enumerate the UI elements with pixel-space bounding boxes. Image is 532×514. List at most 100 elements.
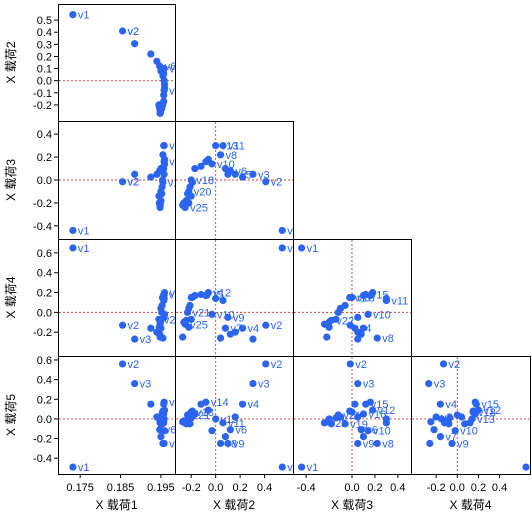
y-tick-label: -0.2 <box>33 198 52 210</box>
point-v9 <box>224 170 232 178</box>
point-label-v1: v1 <box>287 225 299 237</box>
point-v15 <box>197 290 205 299</box>
point-label-v14: v14 <box>169 85 187 97</box>
point-label-v9: v9 <box>457 438 469 450</box>
point-v26 <box>437 415 446 423</box>
point-v24 <box>156 333 164 341</box>
y-tick-label: 0.0 <box>37 76 52 88</box>
point-v2 <box>262 360 270 368</box>
point-v5 <box>231 413 239 421</box>
y-tick-label: -0.4 <box>33 453 52 465</box>
cell-frame-l1-l3 <box>58 121 176 240</box>
y-tick-label: 0.2 <box>37 394 52 406</box>
point-v9 <box>448 439 456 448</box>
point-v3 <box>249 335 257 343</box>
point-v10 <box>160 427 169 435</box>
point-v8 <box>426 439 434 448</box>
point-label-v6: v6 <box>235 166 247 178</box>
x-tick-label: 0.195 <box>147 482 175 494</box>
point-v7 <box>221 164 230 173</box>
point-v26 <box>325 323 333 331</box>
x-tick-label: 0.4 <box>257 482 272 494</box>
point-v21 <box>453 411 461 419</box>
point-v1 <box>297 244 306 252</box>
point-v10 <box>364 427 372 435</box>
point-v3 <box>131 40 139 48</box>
point-v26 <box>185 323 193 331</box>
point-v4 <box>238 400 247 408</box>
point-v2 <box>439 360 448 368</box>
point-label-v8: v8 <box>226 438 238 450</box>
y-tick-label: 0.6 <box>37 248 52 260</box>
point-v27 <box>332 315 340 323</box>
point-v8 <box>216 439 225 448</box>
y-tick-label: 0.0 <box>37 175 52 187</box>
point-v8 <box>373 439 381 448</box>
point-v2 <box>262 321 270 329</box>
point-label-v10: v10 <box>373 309 391 321</box>
y-tick-label: 0.5 <box>37 15 52 27</box>
point-v15 <box>197 400 205 408</box>
point-v11 <box>219 142 227 150</box>
y-tick-label: -0.2 <box>33 434 52 446</box>
point-label-v1: v1 <box>287 462 299 474</box>
point-label-v2: v2 <box>271 320 283 332</box>
point-v7 <box>359 324 368 332</box>
point-v9 <box>224 313 232 321</box>
point-v2 <box>118 360 127 368</box>
point-label-v15: v15 <box>371 399 389 411</box>
point-label-v15: v15 <box>206 290 224 302</box>
y-tick-label: -0.2 <box>33 100 52 112</box>
point-v4 <box>238 173 247 181</box>
point-v11 <box>219 296 227 305</box>
point-label-v6: v6 <box>165 61 177 73</box>
point-v13 <box>212 142 220 150</box>
point-v24 <box>427 418 435 426</box>
y-axis-title: X 载荷5 <box>4 394 18 436</box>
point-label-v11: v11 <box>391 295 408 307</box>
y-axis-title: X 载荷3 <box>4 159 18 201</box>
x-tick-label: 0.2 <box>471 482 486 494</box>
point-label-v2: v2 <box>355 359 367 371</box>
point-label-v9: v9 <box>233 312 245 324</box>
point-v9 <box>160 439 168 448</box>
point-label-v8: v8 <box>382 333 394 345</box>
point-v14 <box>202 158 210 166</box>
point-v27 <box>332 414 340 422</box>
point-label-v9: v9 <box>169 438 181 450</box>
point-label-v7: v7 <box>445 432 457 444</box>
point-v10 <box>451 427 459 435</box>
x-tick-label: -0.4 <box>297 482 316 494</box>
point-v6 <box>226 330 234 338</box>
point-v2 <box>118 321 127 329</box>
point-v21 <box>334 308 342 316</box>
point-label-v22: v22 <box>336 315 354 327</box>
point-label-v25: v25 <box>330 418 348 430</box>
point-v27 <box>187 192 195 200</box>
point-label-v4: v4 <box>360 323 372 335</box>
point-label-v6: v6 <box>366 425 378 437</box>
point-v13 <box>382 415 390 423</box>
point-label-v2: v2 <box>271 177 283 189</box>
y-tick-label: 0.6 <box>37 355 52 367</box>
point-label-v2: v2 <box>449 359 461 371</box>
point-v26 <box>185 199 193 207</box>
point-v2 <box>118 27 127 35</box>
point-label-v4: v4 <box>248 399 260 411</box>
point-v1 <box>522 463 530 471</box>
point-label-v13: v13 <box>169 141 187 153</box>
point-v3 <box>249 170 257 178</box>
point-label-v15: v15 <box>481 399 499 411</box>
point-v4 <box>351 400 359 408</box>
x-tick-label: 0.0 <box>450 482 465 494</box>
point-label-v21: v21 <box>193 307 211 319</box>
x-tick-label: 0.4 <box>492 482 507 494</box>
point-v3 <box>131 335 139 343</box>
point-label-v2: v2 <box>128 26 140 38</box>
point-label-v2: v2 <box>128 177 140 189</box>
y-tick-label: 0.0 <box>37 307 52 319</box>
point-v15 <box>197 162 205 170</box>
point-v10 <box>208 310 216 318</box>
point-v2 <box>262 178 270 186</box>
point-label-v10: v10 <box>217 159 235 171</box>
